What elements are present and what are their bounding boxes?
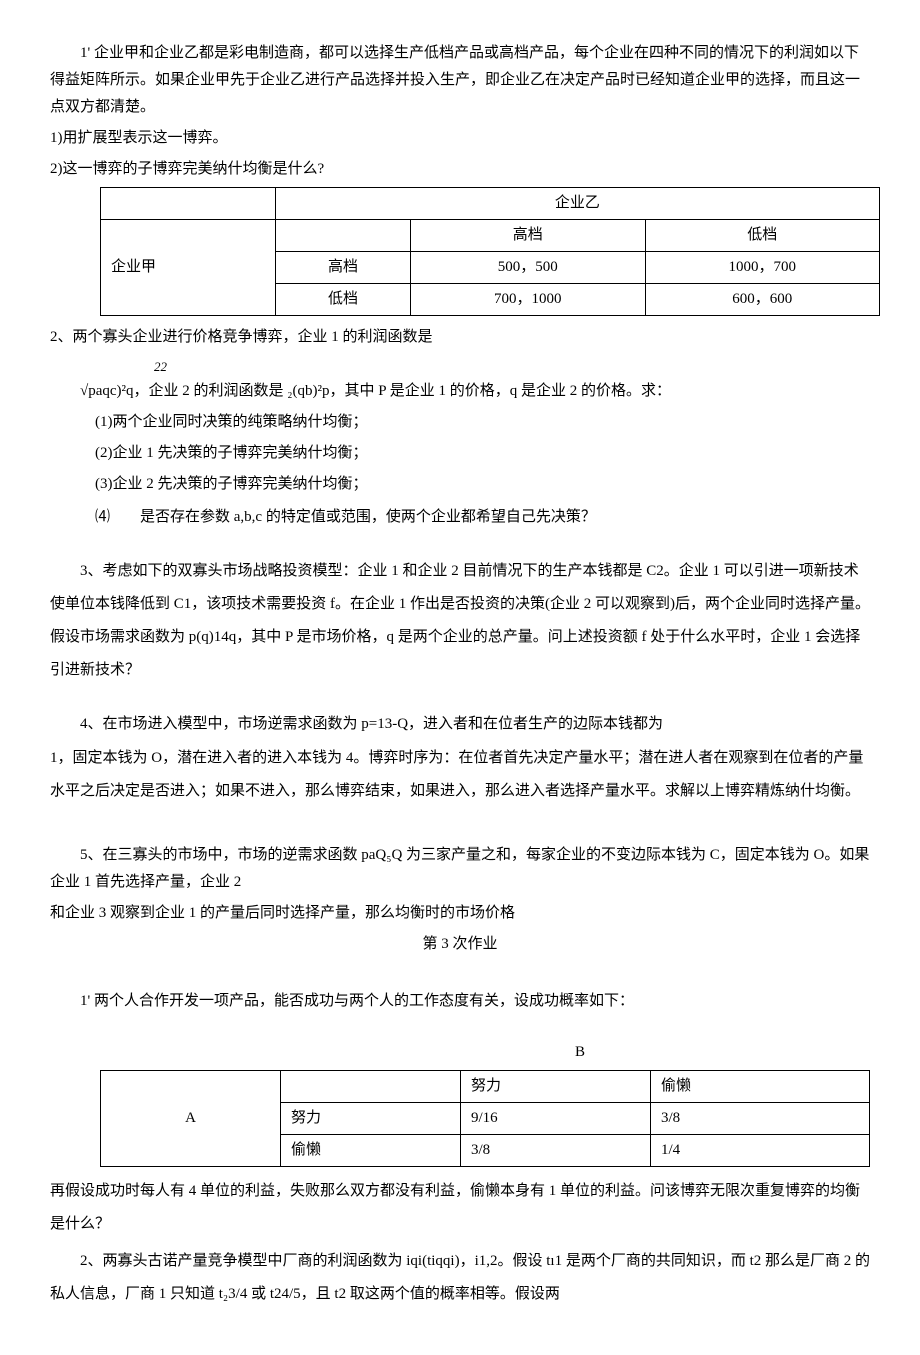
q2-s4: ⑷ 是否存在参数 a,b,c 的特定值或范围，使两个企业都希望自己先决策？ <box>50 504 870 531</box>
hw3-q2: 2、两寡头古诺产量竞争模型中厂商的利润函数为 iqi(tiqqi)，i1,2。假… <box>50 1245 870 1311</box>
col-label: 高档 <box>411 220 645 252</box>
q5-line1: 5、在三寡头的市场中，市场的逆需求函数 paQ₅Q 为三家产量之和，每家企业的不… <box>50 842 870 896</box>
player-a-label: A <box>101 1071 281 1167</box>
q1-sub2: 2)这一博弈的子博弈完美纳什均衡是什么? <box>50 156 870 183</box>
cell: 3/8 <box>651 1103 870 1135</box>
q1-payoff-table: 企业乙 企业甲 高档 低档 高档 500，500 1000，700 低档 700… <box>100 187 880 316</box>
hw3-title: 第 3 次作业 <box>50 931 870 958</box>
table-row: A 努力 偷懒 <box>101 1071 870 1103</box>
q1-sub1: 1)用扩展型表示这一博弈。 <box>50 125 870 152</box>
cell: 1/4 <box>651 1135 870 1167</box>
col-label: 低档 <box>645 220 880 252</box>
q2-line2: √paqc)²q，企业 2 的利润函数是 ₂(qb)²p，其中 P 是企业 1 … <box>50 378 870 405</box>
q3: 3、考虑如下的双寡头市场战略投资模型：企业 1 和企业 2 目前情况下的生产本钱… <box>50 555 870 687</box>
q2-s2: (2)企业 1 先决策的子博弈完美纳什均衡； <box>50 440 870 467</box>
row-label: 低档 <box>275 284 410 316</box>
hw3-q1-after: 再假设成功时每人有 4 单位的利益，失败那么双方都没有利益，偷懒本身有 1 单位… <box>50 1175 870 1241</box>
cell: 600，600 <box>645 284 880 316</box>
col-header: 企业乙 <box>275 188 879 220</box>
cell: 500，500 <box>411 252 645 284</box>
q4-line1: 4、在市场进入模型中，市场逆需求函数为 p=13-Q，进入者和在位者生产的边际本… <box>50 711 870 738</box>
col-label: 努力 <box>461 1071 651 1103</box>
table-row: 企业甲 高档 低档 <box>101 220 880 252</box>
col-label: 偷懒 <box>651 1071 870 1103</box>
cell: 3/8 <box>461 1135 651 1167</box>
row-label: 努力 <box>281 1103 461 1135</box>
cell: 9/16 <box>461 1103 651 1135</box>
q4-line2: 1，固定本钱为 O，潜在进入者的进入本钱为 4。博弈时序为：在位者首先决定产量水… <box>50 742 870 808</box>
hw3-q1-intro: 1' 两个人合作开发一项产品，能否成功与两个人的工作态度有关，设成功概率如下： <box>50 988 870 1015</box>
q2-note: 22 <box>50 355 870 378</box>
q5-line2: 和企业 3 观察到企业 1 的产量后同时选择产量，那么均衡时的市场价格 <box>50 900 870 927</box>
row-header: 企业甲 <box>101 220 276 316</box>
table-row: 企业乙 <box>101 188 880 220</box>
row-label: 高档 <box>275 252 410 284</box>
q1-intro: 1' 企业甲和企业乙都是彩电制造商，都可以选择生产低档产品或高档产品，每个企业在… <box>50 40 870 121</box>
q2-line1: 2、两个寡头企业进行价格竞争博弈，企业 1 的利润函数是 <box>50 324 870 351</box>
q2-s3: (3)企业 2 先决策的子博弈完美纳什均衡； <box>50 471 870 498</box>
hw3-q1-table: A 努力 偷懒 努力 9/16 3/8 偷懒 3/8 1/4 <box>100 1070 870 1167</box>
cell: 700，1000 <box>411 284 645 316</box>
cell: 1000，700 <box>645 252 880 284</box>
q2-s1: (1)两个企业同时决策的纯策略纳什均衡； <box>50 409 870 436</box>
row-label: 偷懒 <box>281 1135 461 1167</box>
player-b-label: B <box>50 1039 870 1066</box>
